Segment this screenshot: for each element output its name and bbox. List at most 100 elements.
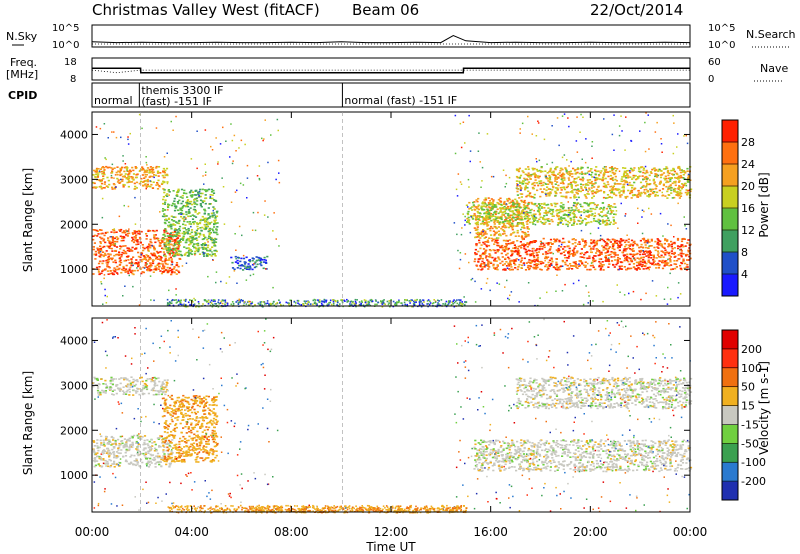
range-cell xyxy=(521,238,524,241)
range-cell xyxy=(562,175,565,177)
range-cell xyxy=(645,267,648,270)
range-cell xyxy=(671,252,674,255)
range-cell xyxy=(173,220,176,222)
range-cell xyxy=(524,269,528,271)
range-cell xyxy=(566,185,569,188)
range-cell xyxy=(542,237,545,240)
range-cell xyxy=(589,202,592,205)
range-cell xyxy=(360,302,362,305)
range-cell xyxy=(478,215,481,217)
range-cell xyxy=(175,288,177,290)
range-cell xyxy=(110,258,114,261)
range-cell xyxy=(687,177,690,179)
range-cell xyxy=(282,304,285,307)
range-cell xyxy=(650,245,653,247)
range-cell xyxy=(565,214,568,216)
range-cell xyxy=(138,236,142,239)
range-cell xyxy=(197,305,200,308)
range-cell xyxy=(587,216,590,218)
range-cell xyxy=(260,301,263,303)
range-cell xyxy=(566,268,569,270)
range-cell xyxy=(516,268,519,271)
range-cell xyxy=(255,256,258,258)
range-cell xyxy=(616,168,619,170)
range-cell xyxy=(166,252,170,254)
range-cell xyxy=(604,254,608,257)
range-cell xyxy=(671,173,674,175)
range-cell xyxy=(537,184,539,187)
range-cell xyxy=(493,206,496,208)
range-cell xyxy=(409,300,412,302)
range-cell xyxy=(575,191,578,194)
range-cell xyxy=(144,264,147,266)
range-cell xyxy=(98,170,101,172)
range-cell xyxy=(116,253,119,256)
range-cell xyxy=(471,218,475,220)
range-cell xyxy=(567,245,570,247)
range-cell xyxy=(685,254,688,257)
range-cell xyxy=(673,241,676,244)
range-cell xyxy=(570,209,573,212)
range-cell xyxy=(516,229,519,232)
range-cell xyxy=(108,183,111,186)
range-cell xyxy=(512,213,515,216)
range-cell xyxy=(533,215,536,218)
cpid-segment-label: normal xyxy=(94,94,133,107)
range-cell xyxy=(287,302,289,304)
range-cell xyxy=(208,302,210,304)
range-cell xyxy=(599,189,603,192)
range-cell xyxy=(559,210,562,213)
range-cell xyxy=(103,123,106,125)
range-cell xyxy=(251,301,254,303)
range-cell xyxy=(459,258,462,261)
range-cell xyxy=(484,252,487,254)
range-cell xyxy=(585,285,587,287)
range-cell xyxy=(198,302,200,305)
range-cell xyxy=(612,245,615,248)
range-cell xyxy=(556,166,559,168)
range-cell xyxy=(581,221,584,223)
range-cell xyxy=(496,239,499,241)
range-cell xyxy=(551,181,554,184)
range-cell xyxy=(481,266,484,268)
range-cell xyxy=(164,235,167,237)
range-cell xyxy=(563,254,566,256)
range-cell xyxy=(497,230,500,233)
range-cell xyxy=(166,271,170,273)
range-cell xyxy=(182,239,185,241)
range-cell xyxy=(168,259,171,261)
range-cell xyxy=(668,177,671,179)
range-cell xyxy=(670,169,673,172)
range-cell xyxy=(356,299,358,301)
range-cell xyxy=(647,195,651,198)
range-cell xyxy=(516,251,519,254)
range-cell xyxy=(233,270,236,272)
range-cell xyxy=(192,245,195,247)
range-cell xyxy=(644,121,646,124)
range-cell xyxy=(178,271,181,274)
range-cell xyxy=(579,183,583,186)
range-cell xyxy=(646,191,650,193)
range-cell xyxy=(214,300,216,303)
range-cell xyxy=(563,154,566,156)
range-cell xyxy=(626,172,629,175)
range-cell xyxy=(479,237,482,239)
range-cell xyxy=(645,292,647,295)
range-cell xyxy=(594,173,597,175)
range-cell xyxy=(478,258,481,260)
range-cell xyxy=(272,301,275,303)
range-cell xyxy=(654,173,657,175)
range-cell xyxy=(667,187,670,189)
range-cell xyxy=(527,168,530,170)
range-cell xyxy=(610,166,614,168)
range-cell xyxy=(173,255,176,258)
range-cell xyxy=(380,300,382,303)
range-cell xyxy=(526,215,529,218)
range-cell xyxy=(203,255,206,257)
range-cell xyxy=(209,215,212,218)
range-cell xyxy=(213,219,216,222)
range-cell xyxy=(135,262,138,265)
range-cell xyxy=(599,172,602,174)
range-cell xyxy=(608,207,612,210)
range-cell xyxy=(508,298,510,301)
